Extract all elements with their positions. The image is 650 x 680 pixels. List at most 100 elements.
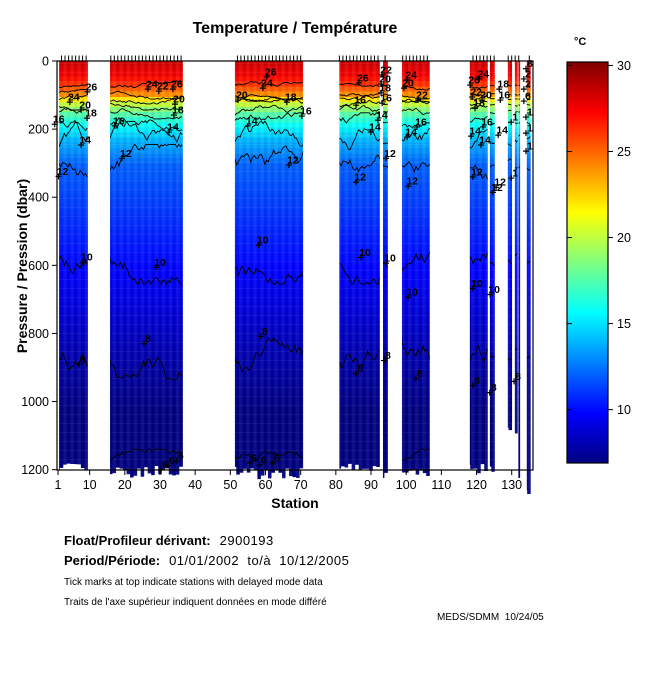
contour-line-12 bbox=[507, 158, 512, 162]
y-tick-label: 1200 bbox=[21, 463, 49, 477]
contour-label-plus bbox=[489, 189, 496, 196]
contour-label-plus bbox=[353, 370, 360, 377]
contour-line-22 bbox=[514, 98, 518, 100]
contour-line-8 bbox=[59, 351, 88, 371]
contour-line-18 bbox=[514, 110, 518, 113]
contour-label: 16 bbox=[498, 90, 510, 102]
contour-label-plus bbox=[166, 129, 173, 136]
contour-label-plus bbox=[367, 129, 374, 136]
contour-line-20 bbox=[507, 103, 512, 106]
contour-line-18 bbox=[401, 107, 430, 116]
contour-line-20 bbox=[401, 98, 430, 104]
contour-label-plus bbox=[378, 89, 385, 96]
contour-label: 12 bbox=[120, 148, 132, 160]
station-band-texture bbox=[339, 61, 380, 471]
contour-label: 10 bbox=[257, 235, 269, 247]
contour-line-8 bbox=[469, 344, 488, 363]
contour-label-plus bbox=[520, 75, 527, 82]
contour-label-plus bbox=[493, 184, 500, 191]
contour-label-plus bbox=[404, 76, 411, 83]
contour-label-plus bbox=[496, 86, 503, 93]
station-band-texture bbox=[489, 61, 495, 472]
contour-label-plus bbox=[379, 100, 386, 107]
y-tick-label: 800 bbox=[28, 327, 49, 341]
contour-line-10 bbox=[110, 258, 183, 286]
period-line: Period/Période: 01/01/2002 to/à 10/12/200… bbox=[64, 552, 349, 570]
contour-line-16 bbox=[59, 119, 88, 132]
contour-line-20 bbox=[234, 98, 304, 104]
contour-line-26 bbox=[469, 85, 488, 89]
contour-line-10 bbox=[489, 261, 495, 267]
contour-label: 12 bbox=[491, 182, 503, 194]
contour-line-16 bbox=[526, 121, 531, 125]
contour-line-20 bbox=[526, 104, 531, 106]
contour-line-12 bbox=[489, 164, 495, 168]
contour-label: 8 bbox=[474, 375, 480, 387]
contour-label-plus bbox=[246, 459, 253, 466]
contour-label-plus bbox=[404, 134, 411, 141]
contour-label-plus bbox=[380, 357, 387, 364]
contour-line-14 bbox=[59, 121, 88, 147]
x-tick-label: 120 bbox=[466, 478, 487, 492]
contour-label-plus bbox=[244, 122, 251, 129]
contour-line-22 bbox=[469, 94, 488, 100]
contour-label-plus bbox=[400, 85, 407, 92]
contour-label-plus bbox=[480, 123, 487, 130]
contour-label: 10 bbox=[406, 287, 418, 299]
contour-label-plus bbox=[511, 378, 518, 385]
contour-label: 16 bbox=[380, 93, 392, 105]
contour-label-plus bbox=[405, 183, 412, 190]
contour-line-14 bbox=[514, 139, 518, 143]
contour-label: 12 bbox=[471, 167, 483, 179]
contour-line-16 bbox=[514, 122, 518, 125]
contour-label: 14 bbox=[496, 125, 508, 137]
contour-line-26 bbox=[110, 80, 183, 89]
contour-line-24 bbox=[489, 93, 495, 95]
contour-label-plus bbox=[152, 264, 159, 271]
contour-line-24 bbox=[507, 94, 512, 96]
contour-label-plus bbox=[75, 361, 82, 368]
contour-label-plus bbox=[269, 459, 276, 466]
station-band-texture bbox=[507, 61, 513, 431]
contour-label-plus bbox=[141, 340, 148, 347]
contour-label: 20 bbox=[379, 74, 391, 86]
contour-label: 2 bbox=[525, 68, 531, 80]
contour-label: 10 bbox=[384, 253, 396, 265]
contour-label: 18 bbox=[473, 98, 485, 110]
contour-line-26 bbox=[59, 83, 88, 89]
period-label: Period/Période: bbox=[64, 553, 161, 568]
x-tick-label: 1 bbox=[55, 478, 62, 492]
contour-label-plus bbox=[479, 97, 486, 104]
contour-label: 20 bbox=[173, 94, 185, 106]
contour-line-18 bbox=[489, 112, 495, 115]
contour-line-26 bbox=[401, 85, 430, 91]
contour-line-10 bbox=[514, 252, 518, 257]
contour-label-plus bbox=[378, 81, 385, 88]
x-tick-label: 30 bbox=[153, 478, 167, 492]
y-tick-label: 400 bbox=[28, 191, 49, 205]
contour-label-plus bbox=[520, 98, 527, 105]
contour-line-10 bbox=[526, 260, 531, 264]
contour-label-plus bbox=[383, 260, 390, 267]
contour-label: 14 bbox=[376, 110, 388, 122]
contour-label-plus bbox=[413, 123, 420, 130]
contour-label-plus bbox=[508, 175, 515, 182]
contour-line-20 bbox=[339, 99, 380, 108]
contour-label: 22 bbox=[380, 64, 392, 76]
contour-label-plus bbox=[469, 285, 476, 292]
contour-label: 8 bbox=[357, 363, 363, 375]
contour-line-8 bbox=[526, 355, 531, 359]
contour-label: 10 bbox=[471, 278, 483, 290]
contour-line-14 bbox=[518, 134, 521, 137]
contour-label: 8 bbox=[417, 368, 423, 380]
contour-line-12 bbox=[59, 161, 88, 178]
float-id-value: 2900193 bbox=[219, 533, 274, 548]
contour-label-plus bbox=[155, 88, 162, 95]
contour-line-16 bbox=[234, 112, 304, 121]
contour-label-plus bbox=[66, 99, 73, 106]
contour-label-plus bbox=[469, 93, 476, 100]
contour-label-plus bbox=[234, 97, 241, 104]
contour-label: 18 bbox=[172, 105, 184, 117]
contour-label-plus bbox=[84, 115, 91, 122]
